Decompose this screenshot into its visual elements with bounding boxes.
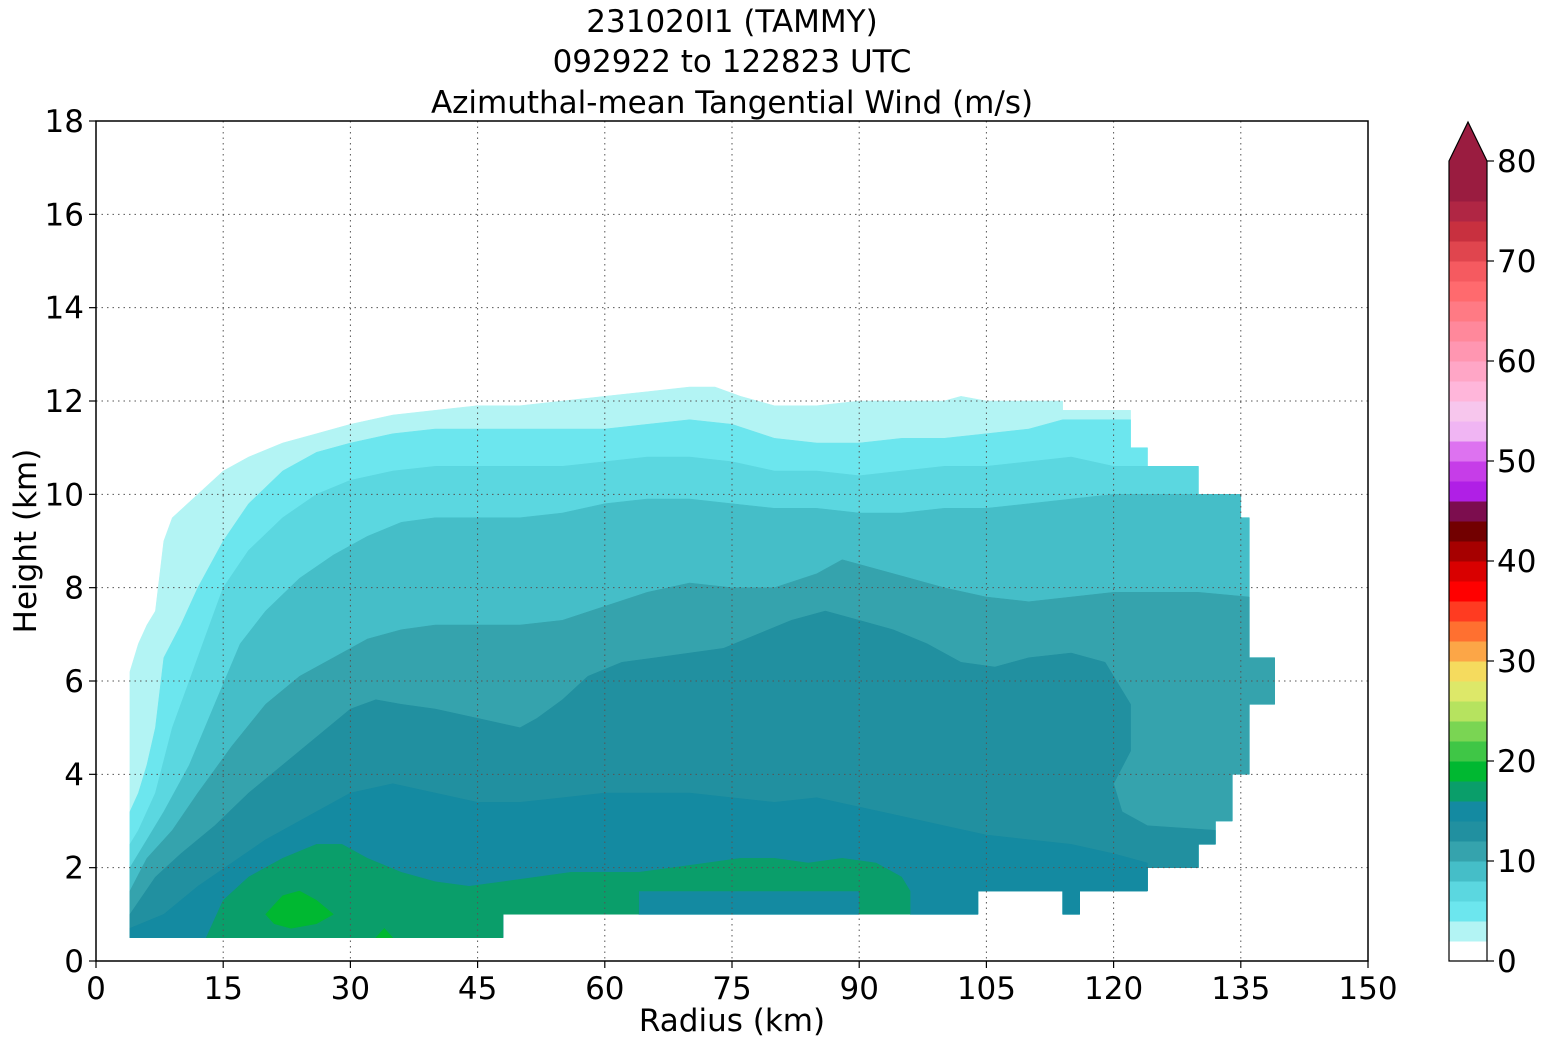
- contour-fill-layer: [129, 386, 1275, 938]
- grid-layer: [96, 121, 1368, 961]
- colorbar-band-8: [1449, 861, 1487, 882]
- colorbar-band-48: [1449, 461, 1487, 482]
- x-tick-label-30: 30: [331, 971, 370, 1007]
- colorbar-band-2: [1449, 921, 1487, 942]
- colorbar-extend-arrow: [1449, 122, 1487, 161]
- colorbar-band-64: [1449, 301, 1487, 322]
- colorbar-tick-label-60: 60: [1497, 344, 1536, 380]
- colorbar-band-4: [1449, 901, 1487, 922]
- colorbar-band-50: [1449, 441, 1487, 462]
- colorbar-band-16: [1449, 781, 1487, 802]
- x-tick-label-45: 45: [458, 971, 497, 1007]
- colorbar-tick-label-10: 10: [1497, 844, 1536, 880]
- x-tick-label-150: 150: [1338, 971, 1397, 1007]
- colorbar-tick-label-80: 80: [1497, 144, 1536, 180]
- colorbar-band-54: [1449, 401, 1487, 422]
- x-tick-label-15: 15: [203, 971, 242, 1007]
- x-tick-label-135: 135: [1211, 971, 1270, 1007]
- colorbar-band-56: [1449, 381, 1487, 402]
- colorbar-band-42: [1449, 521, 1487, 542]
- y-tick-label-4: 4: [64, 757, 84, 793]
- contour-region-18-9: [375, 927, 394, 938]
- y-tick-label-18: 18: [45, 104, 84, 140]
- colorbar-band-38: [1449, 561, 1487, 582]
- colorbar-band-32: [1449, 621, 1487, 642]
- x-tick-label-0: 0: [86, 971, 106, 1007]
- colorbar-tick-label-20: 20: [1497, 744, 1536, 780]
- y-tick-label-0: 0: [64, 944, 84, 980]
- chart-title-line-2: 092922 to 122823 UTC: [552, 44, 912, 80]
- y-tick-label-14: 14: [45, 291, 84, 327]
- x-axis-label: Radius (km): [639, 1003, 825, 1039]
- colorbar-band-52: [1449, 421, 1487, 442]
- y-tick-label-8: 8: [64, 571, 84, 607]
- colorbar-band-28: [1449, 661, 1487, 682]
- colorbar-band-24: [1449, 701, 1487, 722]
- x-axis: 0 15 30 45 60 75 90 105 120 135 150: [86, 961, 1398, 1007]
- colorbar-band-68: [1449, 261, 1487, 282]
- y-tick-label-10: 10: [45, 477, 84, 513]
- colorbar-band-72: [1449, 221, 1487, 242]
- colorbar-band-36: [1449, 581, 1487, 602]
- colorbar-band-34: [1449, 601, 1487, 622]
- y-axis: 0 2 4 6 8 10 12 14 16 18: [45, 104, 96, 980]
- chart-title-line-1: 231020I1 (TAMMY): [586, 4, 878, 40]
- colorbar-band-44: [1449, 501, 1487, 522]
- x-tick-label-105: 105: [957, 971, 1016, 1007]
- colorbar-tick-label-40: 40: [1497, 544, 1536, 580]
- colorbar-band-78: [1449, 161, 1487, 182]
- x-tick-label-90: 90: [839, 971, 878, 1007]
- colorbar-ticks: 0 10 20 30 40 50 60 70 80: [1487, 144, 1536, 980]
- chart-title-line-3: Azimuthal-mean Tangential Wind (m/s): [430, 85, 1034, 121]
- y-tick-label-2: 2: [64, 851, 84, 887]
- colorbar-band-60: [1449, 341, 1487, 362]
- colorbar-band-70: [1449, 241, 1487, 262]
- colorbar-band-40: [1449, 541, 1487, 562]
- contour-region-18-8: [265, 890, 334, 929]
- colorbar: [1448, 120, 1488, 962]
- colorbar-tick-label-0: 0: [1497, 944, 1517, 980]
- colorbar-band-74: [1449, 201, 1487, 222]
- colorbar-band-26: [1449, 681, 1487, 702]
- colorbar-band-62: [1449, 321, 1487, 342]
- y-tick-label-16: 16: [45, 197, 84, 233]
- x-tick-label-75: 75: [712, 971, 751, 1007]
- colorbar-band-12: [1449, 821, 1487, 842]
- colorbar-band-6: [1449, 881, 1487, 902]
- colorbar-band-10: [1449, 841, 1487, 862]
- colorbar-band-20: [1449, 741, 1487, 762]
- x-tick-label-60: 60: [585, 971, 624, 1007]
- colorbar-outline: [1448, 120, 1488, 962]
- colorbar-band-18: [1449, 761, 1487, 782]
- colorbar-band-14: [1449, 801, 1487, 822]
- colorbar-tick-label-30: 30: [1497, 644, 1536, 680]
- y-tick-label-12: 12: [45, 384, 84, 420]
- colorbar-band-66: [1449, 281, 1487, 302]
- y-tick-label-6: 6: [64, 664, 84, 700]
- colorbar-band-22: [1449, 721, 1487, 742]
- colorbar-band-58: [1449, 361, 1487, 382]
- colorbar-band-76: [1449, 181, 1487, 202]
- colorbar-band-46: [1449, 481, 1487, 502]
- colorbar-tick-label-70: 70: [1497, 244, 1536, 280]
- colorbar-band-0: [1449, 941, 1487, 962]
- colorbar-tick-label-50: 50: [1497, 444, 1536, 480]
- colorbar-band-30: [1449, 641, 1487, 662]
- y-axis-label: Height (km): [8, 449, 44, 634]
- x-tick-label-120: 120: [1084, 971, 1143, 1007]
